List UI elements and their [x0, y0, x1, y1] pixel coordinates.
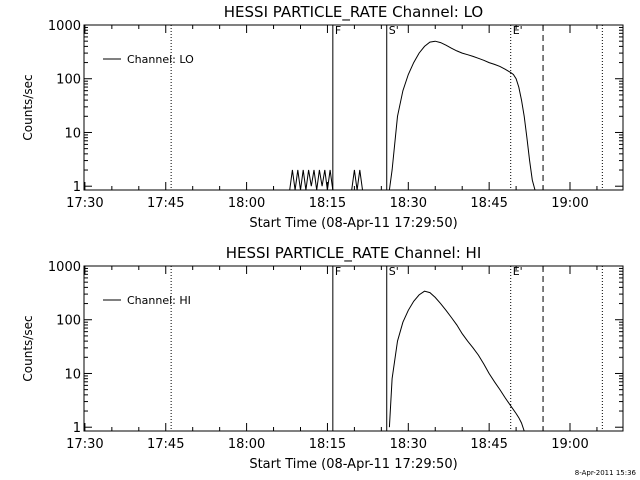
marker-label: E'	[513, 265, 523, 278]
x-tick-label: 18:30	[390, 196, 427, 211]
y-tick-label: 100	[56, 73, 81, 88]
x-tick-label: 17:45	[147, 196, 184, 211]
panel-hi: HESSI PARTICLE_RATE Channel: HI Counts/se…	[21, 244, 624, 472]
y-tick-label: 1000	[48, 19, 81, 34]
y-tick-label: 10	[64, 367, 81, 382]
y-axis-label: Counts/sec	[21, 74, 35, 140]
y-tick-label: 1	[73, 421, 81, 436]
panel-lo: HESSI PARTICLE_RATE Channel: LO Counts/se…	[21, 3, 624, 231]
marker-label: E'	[513, 24, 523, 37]
footer-timestamp: 8-Apr-2011 15:36	[575, 469, 637, 477]
series-line-channel-lo	[289, 40, 536, 191]
x-tick-label: 19:00	[551, 437, 588, 452]
y-tick-label: 1	[73, 180, 81, 195]
x-tick-label: 18:00	[228, 437, 265, 452]
x-tick-label: 19:00	[551, 196, 588, 211]
x-tick-label: 18:45	[470, 437, 507, 452]
series-line-channel-hi	[388, 290, 525, 432]
y-tick-label: 10	[64, 126, 81, 141]
plot-frame	[83, 24, 624, 191]
x-tick-label: 18:15	[309, 196, 346, 211]
chart-title: HESSI PARTICLE_RATE Channel: LO	[224, 3, 483, 22]
legend-label: Channel: HI	[127, 294, 191, 307]
x-tick-label: 17:30	[66, 196, 103, 211]
marker-label: F	[335, 265, 341, 278]
x-tick-label: 18:45	[470, 196, 507, 211]
x-tick-label: 18:00	[228, 196, 265, 211]
legend-label: Channel: LO	[127, 53, 194, 66]
chart-title: HESSI PARTICLE_RATE Channel: HI	[226, 244, 482, 263]
marker-label: S'	[389, 24, 399, 37]
marker-label: S'	[389, 265, 399, 278]
x-tick-label: 18:15	[309, 437, 346, 452]
plot-frame	[83, 265, 624, 432]
x-axis-label: Start Time (08-Apr-11 17:29:50)	[249, 216, 457, 231]
y-axis-label: Counts/sec	[21, 315, 35, 381]
y-tick-label: 1000	[48, 260, 81, 275]
x-tick-label: 18:30	[390, 437, 427, 452]
x-axis-label: Start Time (08-Apr-11 17:29:50)	[249, 457, 457, 472]
y-tick-label: 100	[56, 314, 81, 329]
marker-label: F	[335, 24, 341, 37]
x-tick-label: 17:45	[147, 437, 184, 452]
x-tick-label: 17:30	[66, 437, 103, 452]
